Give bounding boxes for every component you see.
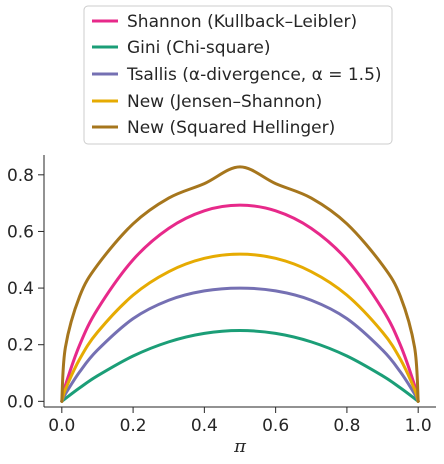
series-line-tsallis-divergence-1-5 [60,286,420,403]
series-line-new-jensen-shannon [60,252,420,403]
y-tick-label: 0.8 [7,166,34,186]
series-lines [60,165,420,403]
ticks: 0.0 0.2 0.4 0.6 0.8 1.0 0.0 0.2 0.4 0.6 0.8 [7,166,432,436]
x-tick-label: 0.0 [48,416,75,436]
series-line-new-squared-hellinger [60,165,420,403]
series-line-shannon-kullback-leibler [60,203,420,403]
legend-label-hellinger: New (Squared Hellinger) [127,118,335,138]
legend-frame [83,5,393,145]
legend-label-gini: Gini (Chi-square) [127,38,270,58]
y-tick-label: 0.6 [7,222,34,242]
y-tick-label: 0.0 [7,392,34,412]
y-tick-label: 0.2 [7,336,34,356]
x-tick-label: 0.8 [333,416,360,436]
x-axis-label: π [233,436,247,457]
x-tick-label: 0.2 [120,416,147,436]
legend-label-tsallis: Tsallis (α-divergence, α = 1.5) [126,65,382,85]
x-tick-label: 1.0 [405,416,432,436]
legend: Shannon (Kullback–Leibler) Gini (Chi-squ… [83,5,393,145]
x-tick-label: 0.6 [262,416,289,436]
series-line-gini-chi-square [60,329,420,403]
legend-label-shannon: Shannon (Kullback–Leibler) [127,12,357,32]
y-tick-label: 0.4 [7,279,34,299]
legend-label-jensen-shannon: New (Jensen–Shannon) [127,92,322,112]
x-tick-label: 0.4 [191,416,218,436]
